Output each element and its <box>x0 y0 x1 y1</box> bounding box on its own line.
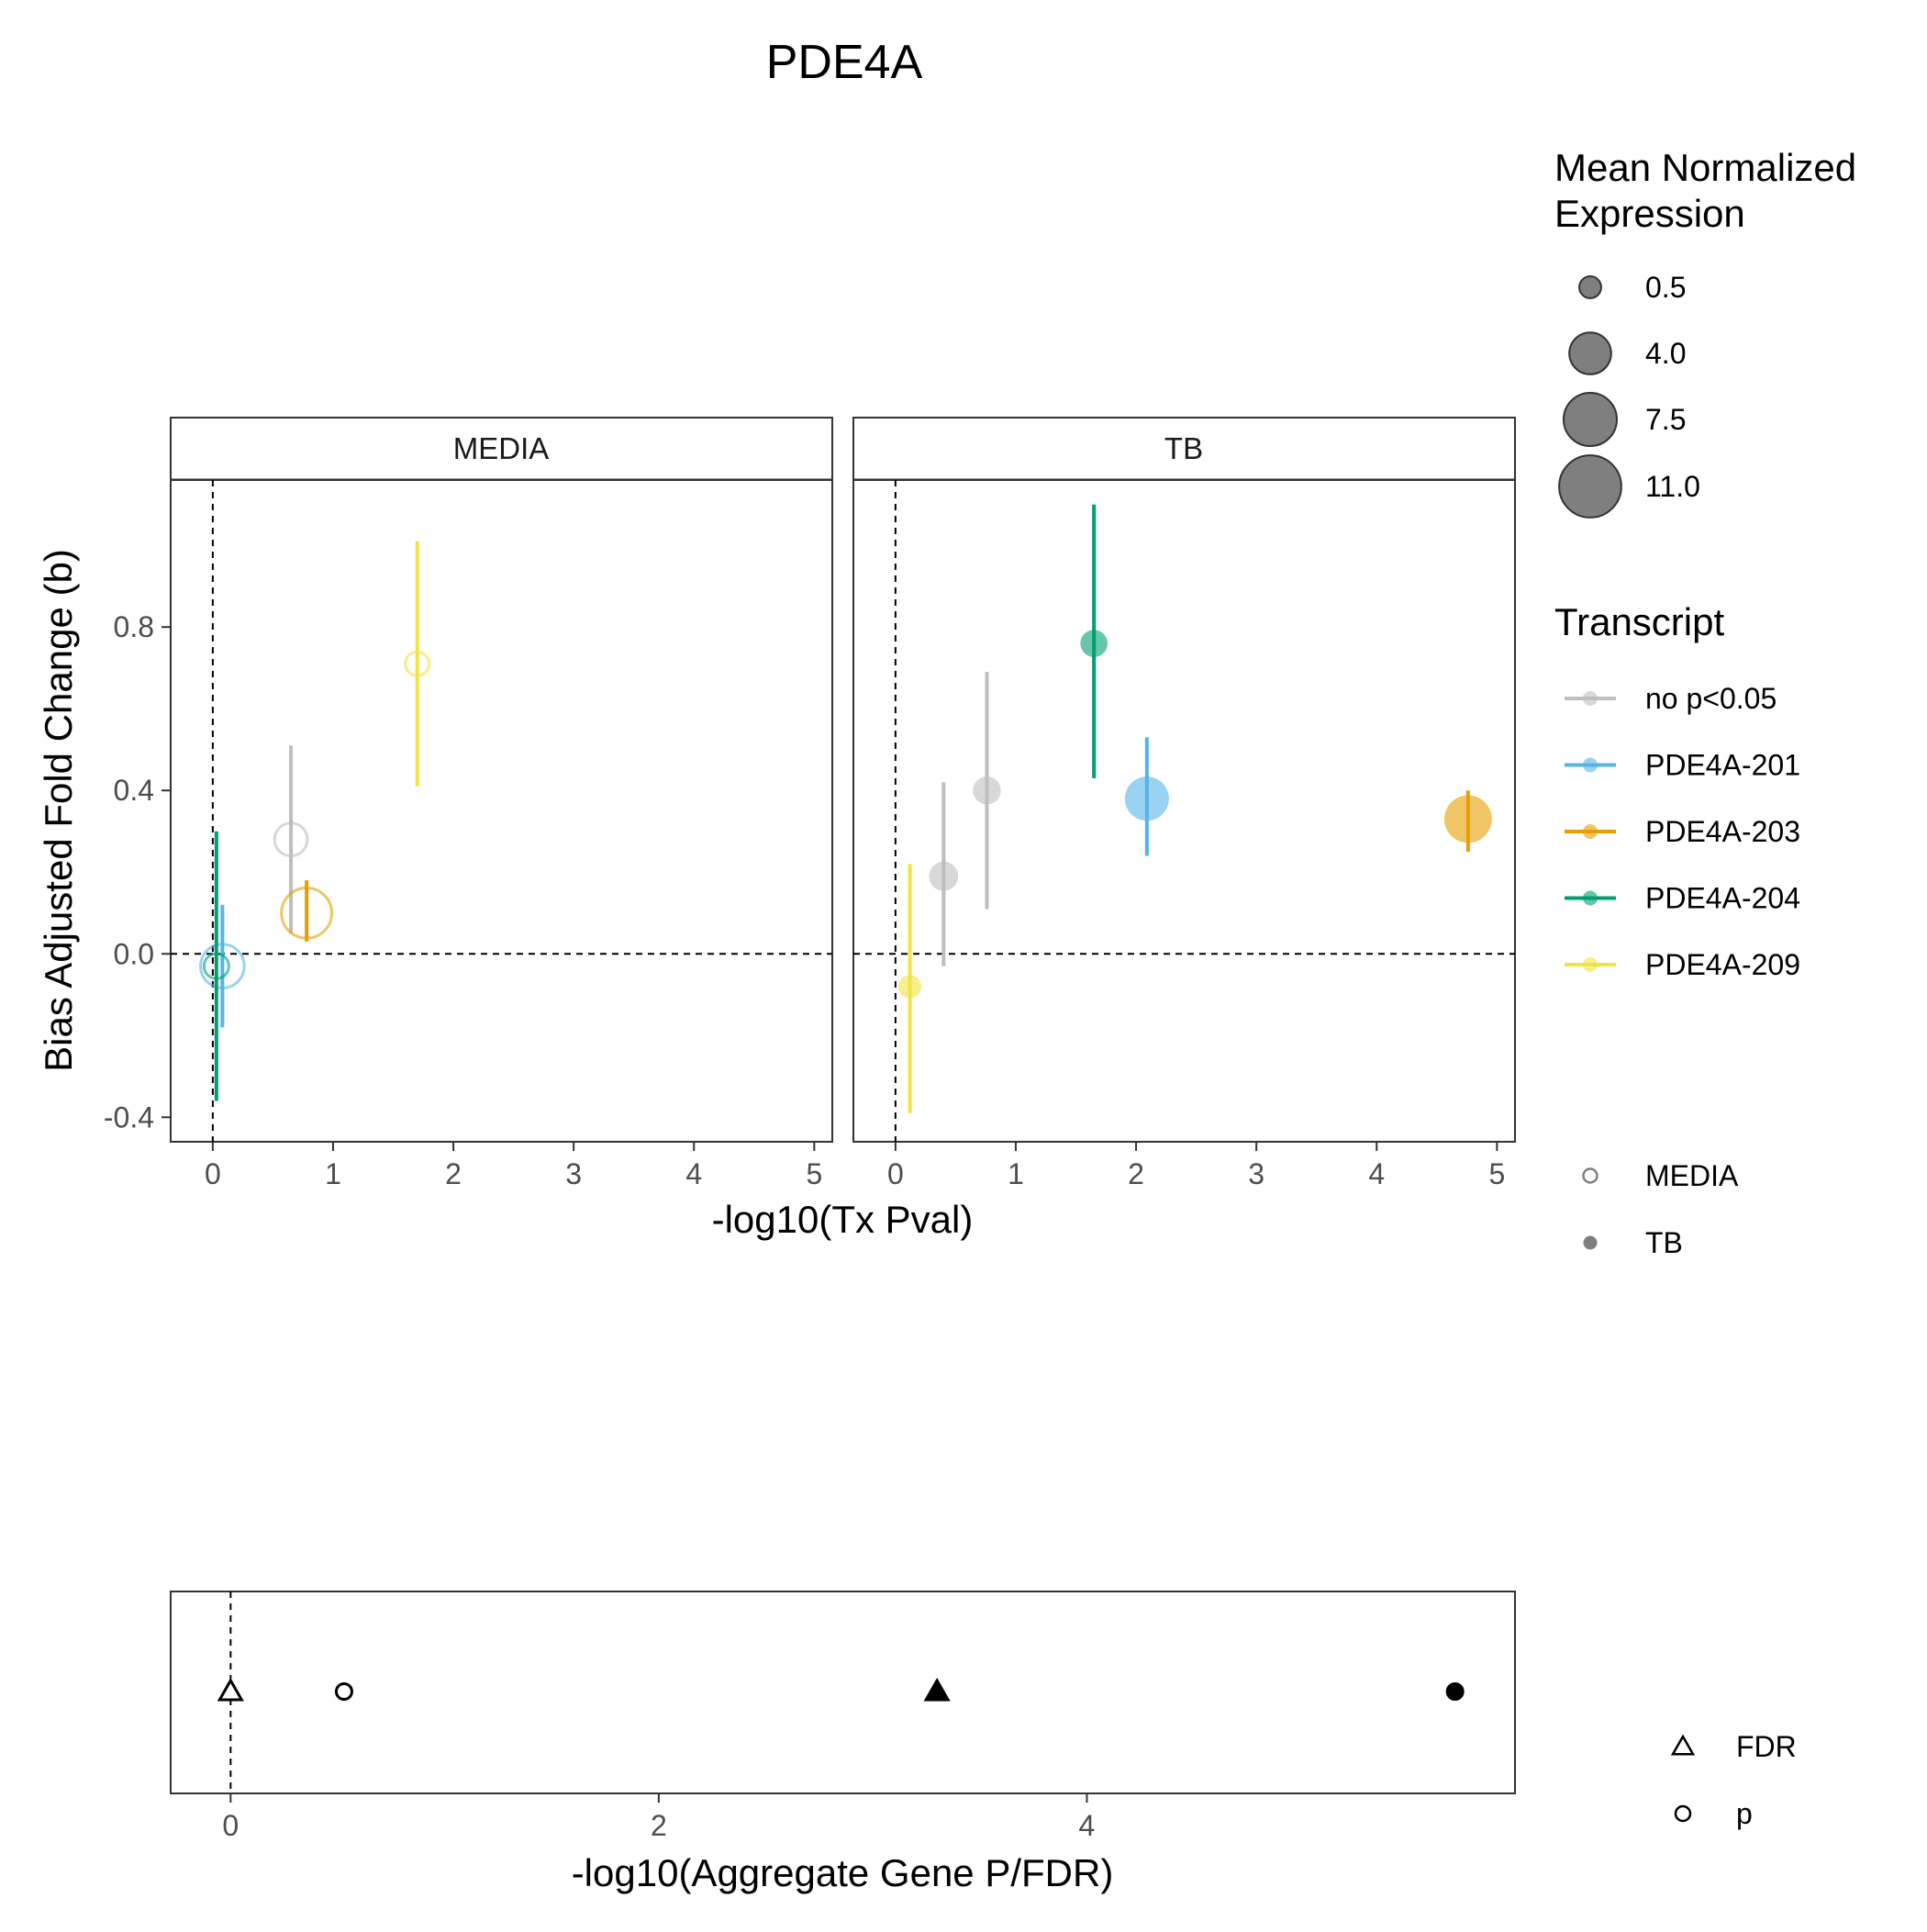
point-media-pde4a-201 <box>199 943 246 989</box>
chart-title: PDE4A <box>766 36 923 89</box>
legend-transcript-label: no p<0.05 <box>1645 682 1777 715</box>
legend-size-label: 11.0 <box>1645 470 1700 503</box>
aggregate-point-p-media <box>334 1682 353 1701</box>
legend-size-key <box>1562 391 1619 448</box>
y-tick-label: 0.8 <box>114 610 154 643</box>
legend-metric-label: p <box>1736 1797 1753 1830</box>
legend-size-key <box>1568 331 1612 375</box>
x-tick-label: 1 <box>325 1157 341 1190</box>
legend-transcript-label: PDE4A-204 <box>1645 882 1800 915</box>
x-tick-label: 5 <box>806 1157 822 1190</box>
legend-size-title: Mean Normalized Expression <box>1554 146 1867 235</box>
point-media-pde4a-209 <box>404 650 431 677</box>
x-tick-label: 2 <box>445 1157 462 1190</box>
y-tick-label: 0.4 <box>114 774 154 807</box>
legend-metric-label: FDR <box>1736 1730 1797 1763</box>
legend-transcript-label: PDE4A-201 <box>1645 749 1800 782</box>
legend-transcript-title: Transcript <box>1554 600 1724 643</box>
x-axis-title: -log10(Tx Pval) <box>712 1198 974 1241</box>
legend-metric: FDR p <box>1670 1730 1797 1830</box>
legend-size-title-line-2: Expression <box>1554 192 1745 235</box>
legend-transcript-key-dot <box>1583 824 1598 839</box>
legend-expression-size: Mean Normalized Expression 0.5 4.0 7.5 11.0 <box>1554 146 1867 519</box>
aggregate-x-axis-title: -log10(Aggregate Gene P/FDR) <box>572 1851 1114 1894</box>
legend-metric-key <box>1674 1804 1692 1823</box>
aggregate-x-tick-label: 0 <box>222 1809 239 1842</box>
legend-size-label: 4.0 <box>1645 337 1686 370</box>
y-tick-label: 0.0 <box>114 937 154 970</box>
legend-size-key <box>1578 275 1602 299</box>
facet-panel-tb: TB <box>852 417 1516 1143</box>
point-tb-no-p-0-05 <box>929 861 959 891</box>
aggregate-x-tick-label: 2 <box>651 1809 667 1842</box>
legend-condition-label: MEDIA <box>1645 1159 1739 1192</box>
legend-transcript-label: PDE4A-209 <box>1645 948 1800 981</box>
point-tb-pde4a-201 <box>1124 776 1169 821</box>
x-tick-label: 5 <box>1488 1157 1505 1190</box>
x-tick-label: 4 <box>1368 1157 1385 1190</box>
legend-metric-key <box>1670 1734 1696 1756</box>
facet-label-media: MEDIA <box>453 431 550 465</box>
facet-label-tb: TB <box>1164 431 1203 465</box>
legend-transcript-key-dot <box>1583 757 1598 773</box>
legend-size-key <box>1558 454 1622 519</box>
y-tick-label: -0.4 <box>104 1100 154 1134</box>
x-tick-label: 1 <box>1008 1157 1024 1190</box>
aggregate-marks <box>217 1591 1465 1793</box>
legend-transcript-label: PDE4A-203 <box>1645 815 1800 848</box>
aggregate-point-fdr-tb <box>923 1677 951 1702</box>
point-media-pde4a-203 <box>280 886 334 940</box>
facet-marks-media <box>171 480 832 1142</box>
aggregate-axes: 0 2 4 <box>222 1793 1095 1842</box>
point-media-pde4a-204 <box>202 952 230 980</box>
legend-condition-label: TB <box>1645 1226 1683 1259</box>
legend-condition-key <box>1583 1235 1598 1250</box>
aggregate-panel <box>170 1591 1516 1794</box>
point-tb-pde4a-209 <box>898 975 922 999</box>
legend-size-label: 0.5 <box>1645 271 1686 304</box>
legend-transcript-key-dot <box>1583 957 1598 972</box>
point-tb-no-p-0-05 <box>973 776 1001 805</box>
x-tick-label: 3 <box>565 1157 582 1190</box>
legend-condition-key <box>1582 1167 1598 1184</box>
top-axes: 0 1 2 3 4 5 0 1 2 3 4 5 -0.4 0.0 0.4 0.8 <box>104 610 1505 1190</box>
x-tick-label: 0 <box>887 1157 904 1190</box>
x-tick-label: 4 <box>685 1157 702 1190</box>
legend-size-title-line-1: Mean Normalized <box>1554 146 1856 189</box>
point-tb-pde4a-204 <box>1080 630 1108 657</box>
y-axis-title: Bias Adjusted Fold Change (b) <box>37 549 80 1072</box>
legend-transcript: Transcript no p<0.05 PDE4A-201 PDE4A-203 PD… <box>1554 600 1800 981</box>
x-tick-label: 2 <box>1128 1157 1144 1190</box>
point-media-no-p-0-05 <box>273 821 309 858</box>
x-tick-label: 0 <box>205 1157 221 1190</box>
point-tb-pde4a-203 <box>1443 795 1492 843</box>
legend-transcript-key-dot <box>1583 890 1598 906</box>
legend-transcript-key-dot <box>1583 691 1598 706</box>
x-tick-label: 3 <box>1248 1157 1264 1190</box>
facet-panel-media: MEDIA <box>170 417 833 1143</box>
legend-condition: MEDIA TB <box>1582 1159 1739 1259</box>
legend-size-label: 7.5 <box>1645 403 1686 436</box>
aggregate-point-p-tb <box>1445 1682 1465 1701</box>
facet-marks-tb <box>853 480 1515 1142</box>
aggregate-x-tick-label: 4 <box>1079 1809 1096 1842</box>
aggregate-point-fdr-media <box>217 1677 244 1702</box>
